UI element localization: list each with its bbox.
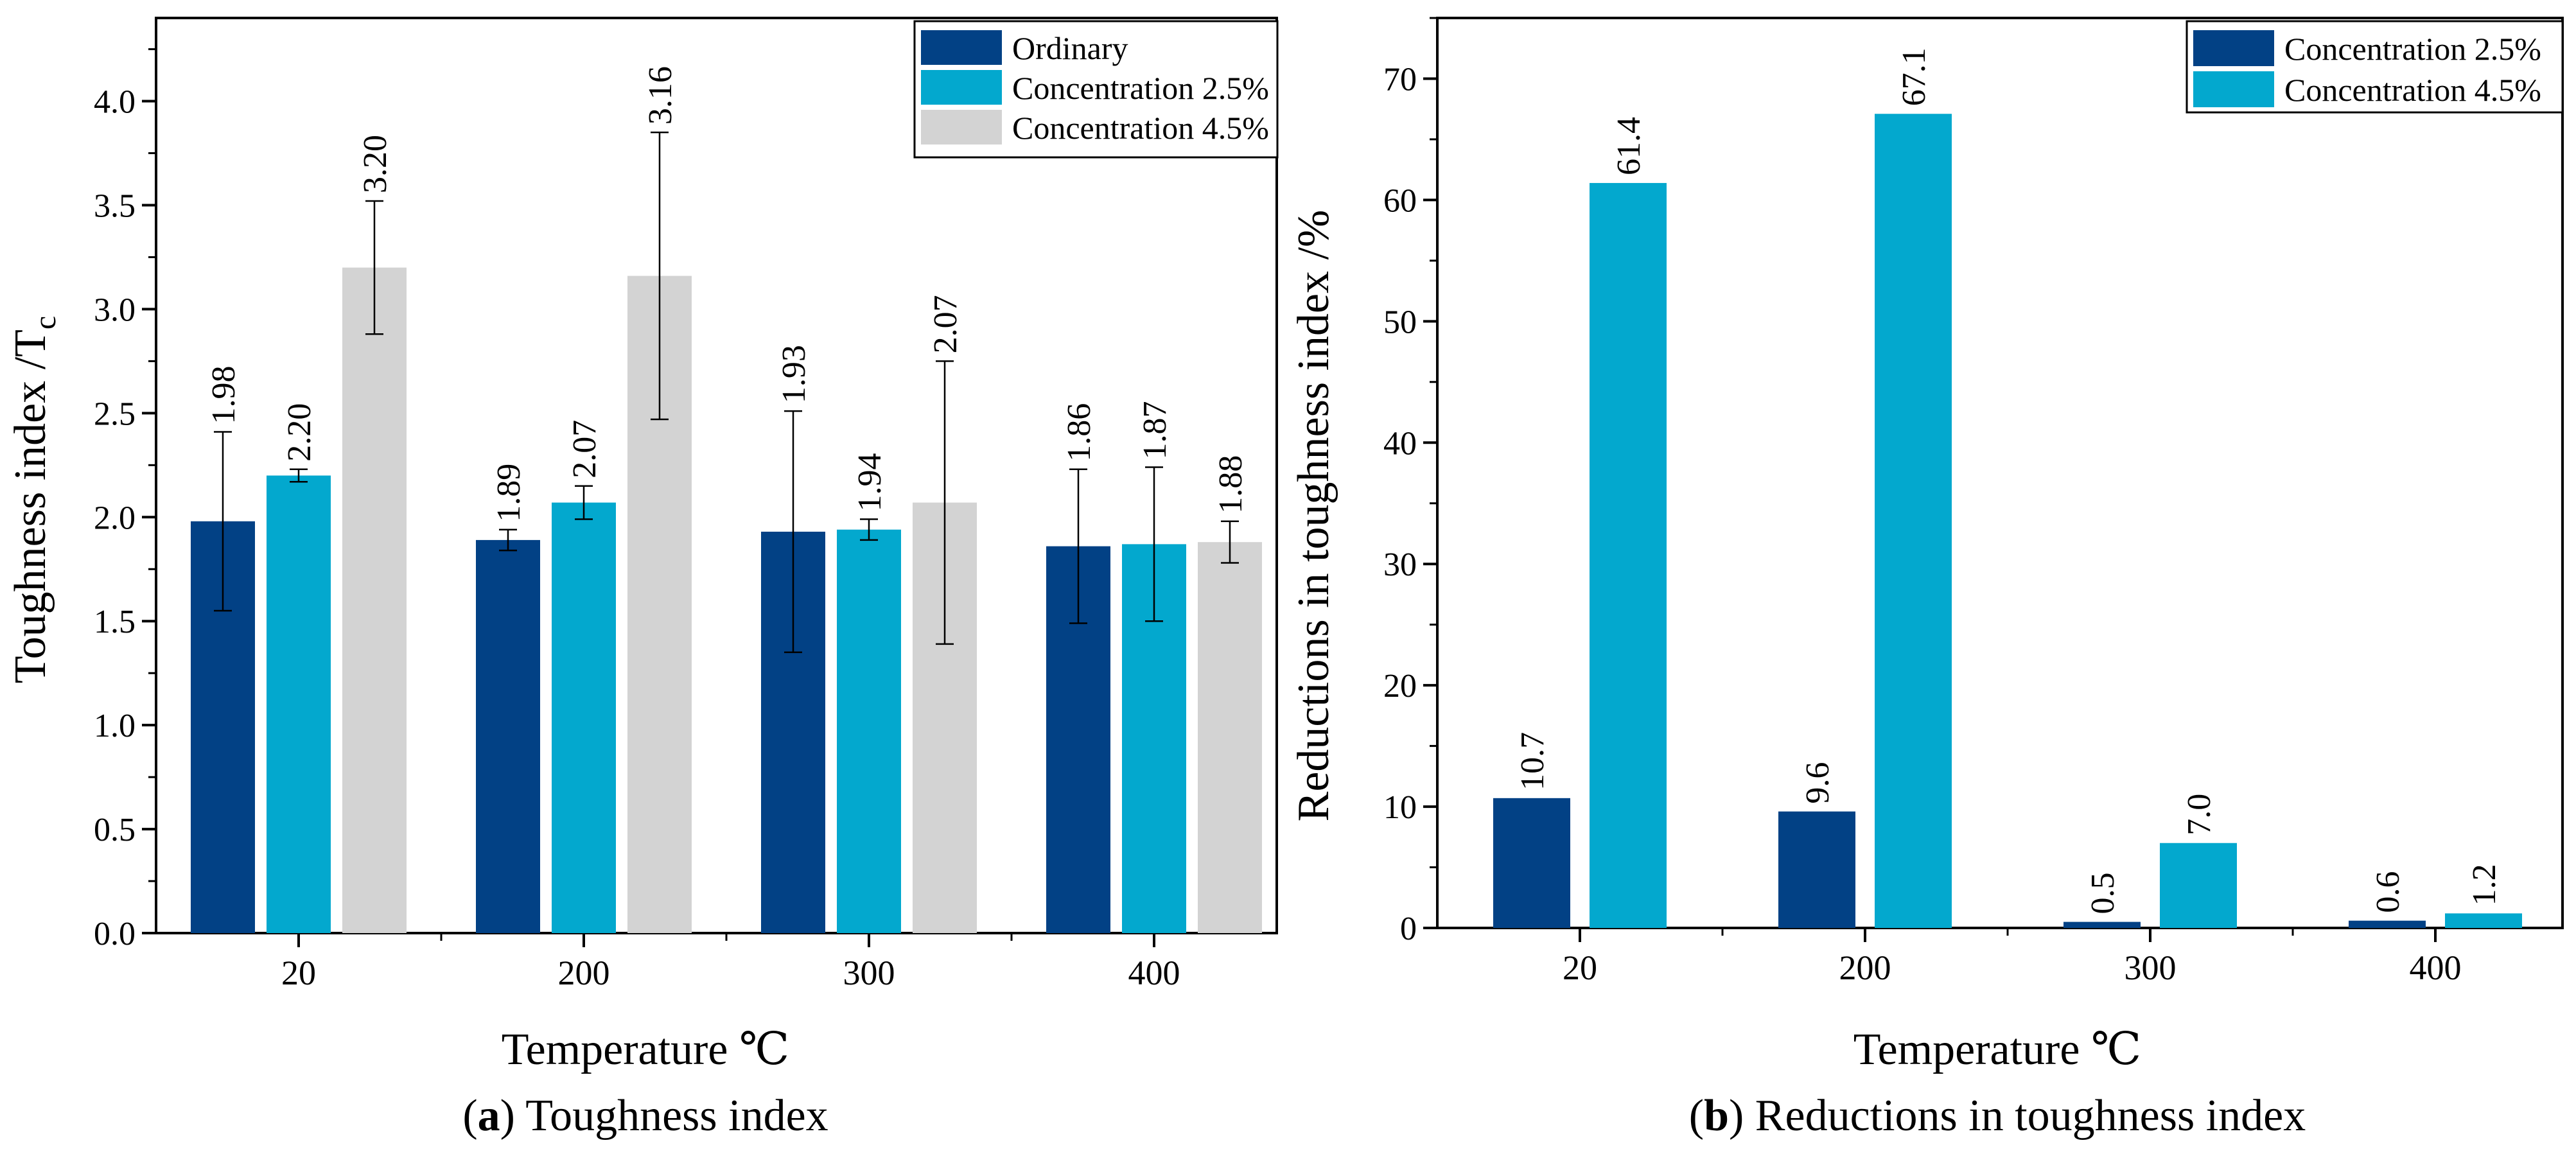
panel-a-x-tick-label: 20 [281, 954, 316, 992]
panel-a-bar-value-label: 3.20 [357, 135, 394, 193]
panel-b-legend-label: Concentration 4.5% [2284, 72, 2541, 108]
panel-b-bar-value-label: 61.4 [1611, 117, 1647, 175]
panel-a-xlabel: Temperature ℃ [502, 1025, 789, 1074]
panel-a-legend-swatch [921, 110, 1002, 144]
panel-a-y-tick-label: 0.5 [94, 812, 136, 848]
panel-a-legend-label: Concentration 2.5% [1012, 70, 1269, 106]
panel-a-bar [476, 539, 540, 933]
panel-b-x-tick-label: 400 [2410, 949, 2462, 987]
panel-a-caption: (a) Toughness index [462, 1091, 828, 1141]
panel-a-x-tick-label: 300 [843, 954, 895, 992]
panel-b-bar [2445, 913, 2522, 928]
panel-a-legend-swatch [921, 30, 1002, 65]
panel-a-legend-label: Ordinary [1012, 30, 1128, 66]
panel-a-bar-value-label: 2.07 [566, 420, 603, 478]
panel-a-y-tick-label: 1.5 [94, 604, 136, 640]
panel-b-x-tick-label: 200 [1839, 949, 1891, 987]
panel-a-y-tick-label: 0.0 [94, 916, 136, 952]
panel-a-y-tick-label: 2.5 [94, 396, 136, 432]
panel-b-bar [1493, 798, 1570, 928]
panel-b-bar-value-label: 1.2 [2466, 864, 2503, 905]
panel-b-ylabel: Reductions in toughness index /% [1289, 210, 1338, 822]
panel-a-bar-value-label: 2.20 [281, 403, 318, 462]
panel-a-bar-value-label: 1.89 [491, 464, 527, 522]
panel-b-y-tick-label: 20 [1383, 668, 1417, 704]
panel-b-legend-swatch [2193, 71, 2274, 107]
panel-b-y-tick-label: 30 [1383, 546, 1417, 583]
panel-b-y-tick-label: 40 [1383, 425, 1417, 462]
panel-a-y-tick-label: 2.0 [94, 500, 136, 536]
panel-a-y-tick-label: 3.0 [94, 292, 136, 328]
panel-a-bar-value-label: 1.87 [1137, 401, 1173, 460]
panel-a-bar-value-label: 1.88 [1213, 455, 1249, 514]
panel-b-y-tick-label: 70 [1383, 61, 1417, 98]
panel-a-bar [1198, 542, 1262, 933]
panel-b-bar [2160, 843, 2237, 928]
panel-b-bar [1590, 182, 1667, 928]
panel-a-x-tick-label: 400 [1128, 954, 1180, 992]
panel-b-y-tick-label: 60 [1383, 182, 1417, 219]
panel-a-bar-value-label: 2.07 [927, 295, 964, 353]
panel-b-bar-value-label: 10.7 [1514, 732, 1551, 791]
panel-b-xlabel: Temperature ℃ [1853, 1025, 2141, 1074]
panel-a-chart: Toughness index /Tc Temperature ℃ (a) To… [6, 17, 1279, 1141]
panel-b-x-tick-label: 300 [2125, 949, 2177, 987]
panel-b-bar [2063, 922, 2141, 928]
panel-a-bar-value-label: 1.98 [206, 365, 242, 424]
panel-b-bar-value-label: 0.6 [2370, 871, 2406, 913]
panel-b-bar-value-label: 67.1 [1896, 48, 1932, 106]
panel-b-bar-value-label: 0.5 [2085, 873, 2121, 914]
panel-b-x-tick-label: 20 [1563, 949, 1597, 987]
panel-b-bar [1778, 811, 1855, 928]
panel-b-legend-label: Concentration 2.5% [2284, 31, 2541, 67]
panel-b-chart: Reductions in toughness index /% Tempera… [1289, 17, 2564, 1141]
panel-a-bar-value-label: 3.16 [642, 66, 679, 125]
panel-a-y-tick-label: 1.0 [94, 708, 136, 744]
panel-a-y-tick-label: 4.0 [94, 84, 136, 121]
panel-b-y-tick-label: 10 [1383, 789, 1417, 826]
panel-a-bar-value-label: 1.86 [1061, 403, 1098, 462]
panel-a-bar [552, 502, 616, 933]
panel-b-legend-swatch [2193, 30, 2274, 66]
panel-b-bar [1875, 114, 1952, 929]
panel-a-legend-swatch [921, 70, 1002, 105]
panel-a-bar [267, 475, 331, 933]
panel-a-legend-label: Concentration 4.5% [1012, 110, 1269, 146]
panel-b-caption: (b) Reductions in toughness index [1689, 1091, 2306, 1141]
panel-a-bar [837, 529, 901, 933]
panel-a-ylabel: Toughness index /Tc [6, 316, 62, 683]
panel-b-bar-value-label: 9.6 [1800, 762, 1836, 804]
panel-b-y-tick-label: 0 [1400, 911, 1417, 947]
panel-b-y-tick-label: 50 [1383, 304, 1417, 340]
panel-b-bar-value-label: 7.0 [2181, 794, 2218, 835]
panel-a-y-tick-label: 3.5 [94, 188, 136, 224]
panel-a-bar-value-label: 1.94 [852, 453, 888, 512]
panel-a-x-tick-label: 200 [558, 954, 610, 992]
panel-a-bar [342, 267, 407, 933]
panel-b-plot-frame [1436, 17, 2564, 929]
panel-a-bar-value-label: 1.93 [776, 345, 812, 403]
panel-b-bar [2349, 920, 2426, 928]
panel-a-plot-frame [155, 17, 1278, 934]
